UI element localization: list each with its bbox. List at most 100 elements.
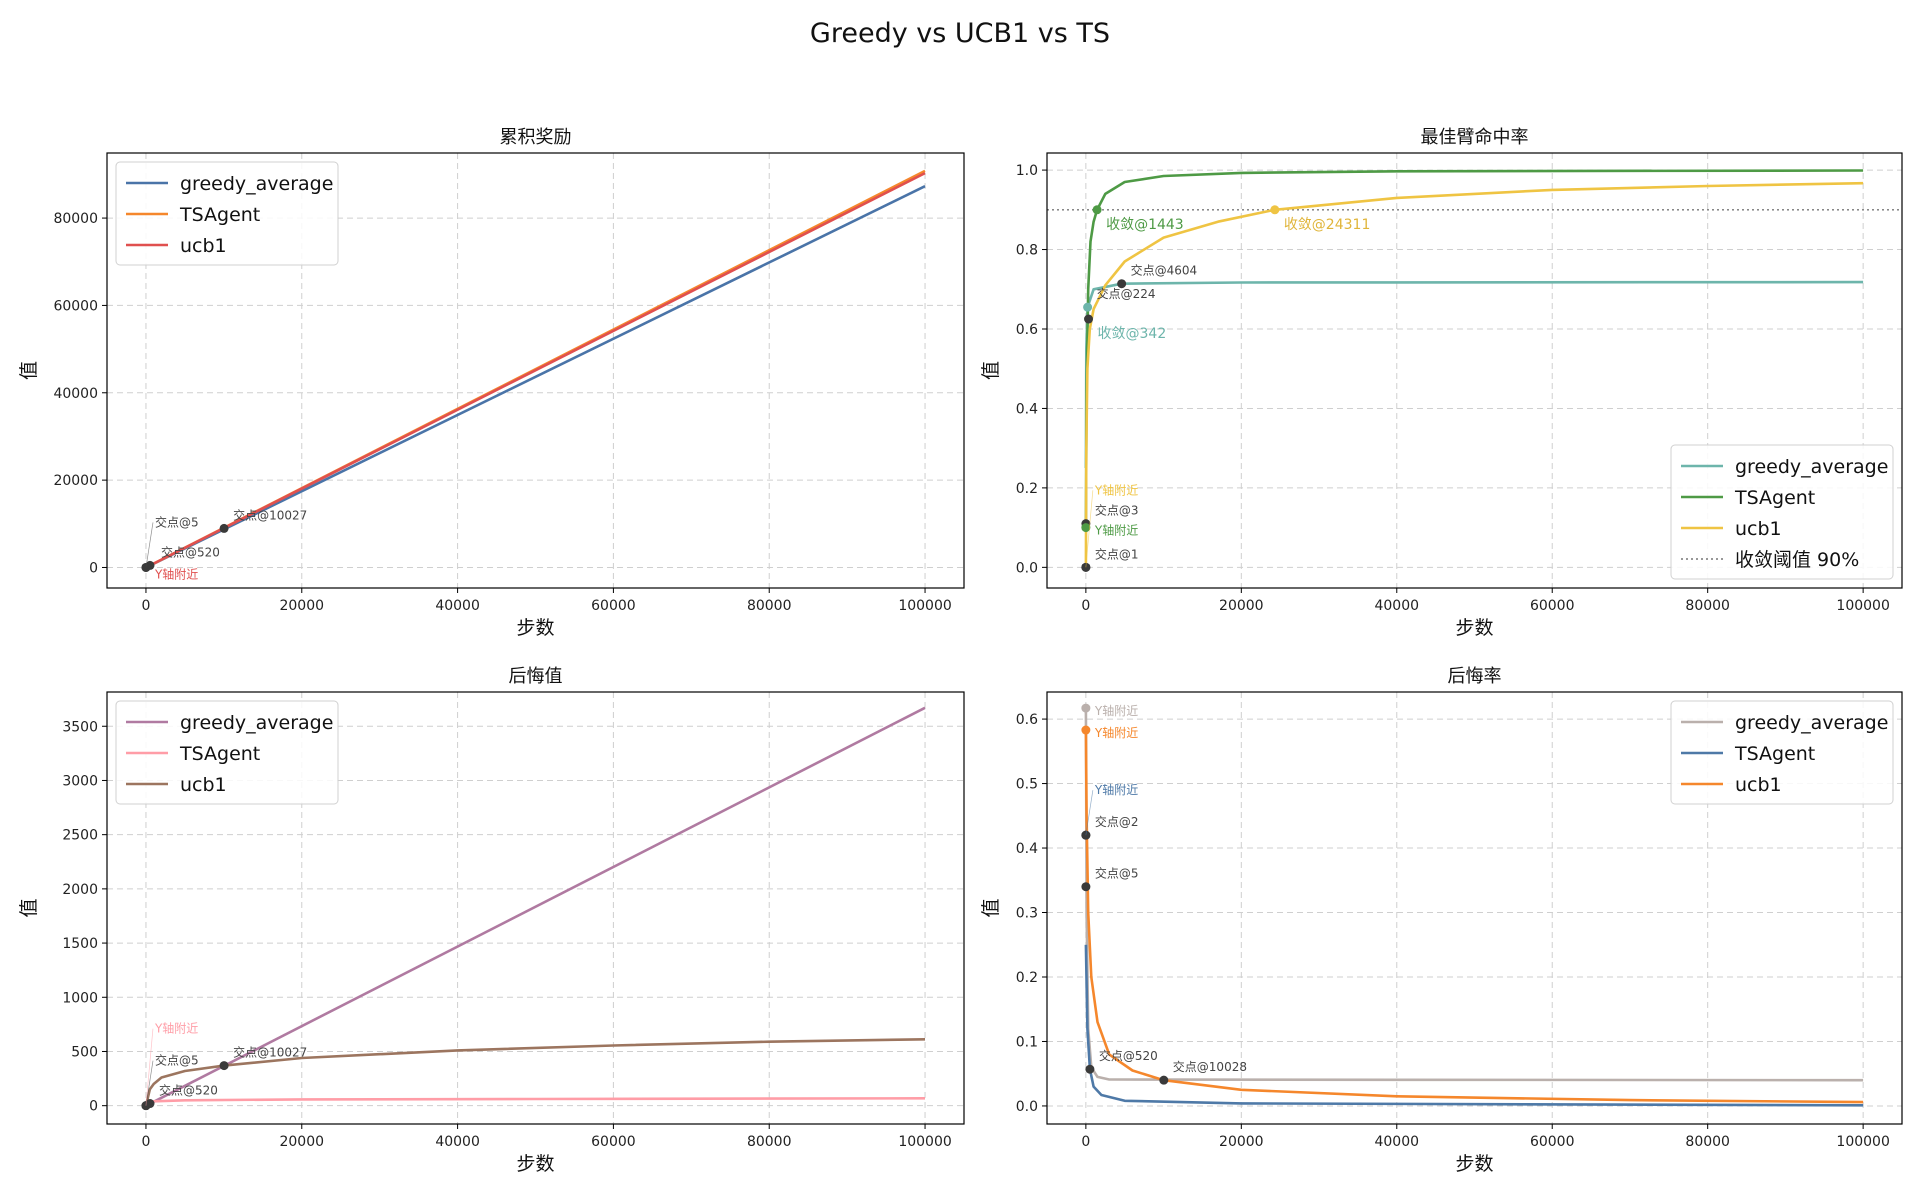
annotation-label: 交点@5 bbox=[1095, 866, 1139, 881]
legend-label: ucb1 bbox=[180, 235, 227, 257]
series-line-ucb1 bbox=[1084, 181, 1864, 568]
legend-box bbox=[115, 700, 339, 805]
y-tick-label: 80000 bbox=[53, 211, 98, 227]
annotation-label: Y轴附近 bbox=[1094, 523, 1138, 538]
annotation-leader bbox=[145, 1060, 154, 1106]
x-axis-label: 步数 bbox=[516, 1153, 554, 1175]
x-tick-label: 40000 bbox=[435, 598, 480, 614]
x-tick-label: 0 bbox=[141, 1134, 150, 1150]
x-tick-label: 100000 bbox=[898, 598, 951, 614]
x-tick-label: 20000 bbox=[1219, 598, 1264, 614]
y-tick-label: 0.1 bbox=[1016, 1034, 1038, 1050]
annotation-label: 交点@4604 bbox=[1131, 263, 1198, 278]
annotation-label: 交点@2 bbox=[1095, 814, 1139, 829]
annotations: 交点@10027 交点@520 交点@5 Y轴附近 bbox=[141, 1021, 307, 1111]
annotation-leader bbox=[1085, 490, 1094, 568]
annotation-label: 交点@3 bbox=[1095, 503, 1139, 518]
y-tick-label: 0.4 bbox=[1016, 841, 1038, 857]
annotations: 交点@10027 交点@520 交点@5 Y轴附近 bbox=[141, 507, 307, 581]
y-tick-label: 0.6 bbox=[1016, 322, 1038, 338]
annotation-label: Y轴附近 bbox=[1094, 782, 1138, 797]
y-tick-label: 1000 bbox=[62, 990, 98, 1006]
x-tick-label: 20000 bbox=[279, 1134, 324, 1150]
subplot-title: 后悔率 bbox=[1448, 666, 1502, 687]
legend-label: greedy_average bbox=[180, 173, 333, 195]
series-line-ucb1 bbox=[145, 171, 926, 569]
annotation-marker bbox=[1117, 279, 1127, 289]
annotation-label: 交点@10028 bbox=[1173, 1059, 1247, 1074]
annotation-label: 交点@520 bbox=[161, 544, 220, 559]
annotation-marker bbox=[219, 1061, 229, 1071]
annotation-label: Y轴附近 bbox=[154, 1021, 198, 1036]
annotation-leader bbox=[1085, 790, 1094, 836]
annotation-marker bbox=[1081, 725, 1091, 735]
x-tick-label: 0 bbox=[141, 598, 150, 614]
annotation-marker bbox=[141, 562, 151, 572]
annotation-leader bbox=[145, 522, 154, 568]
y-tick-label: 0.5 bbox=[1016, 777, 1038, 793]
annotation-label: 交点@5 bbox=[155, 514, 199, 529]
y-tick-label: 0.2 bbox=[1016, 481, 1038, 497]
legend-label: TSAgent bbox=[179, 204, 260, 226]
subplot-1: 0 20000 40000 60000 80000 100000 0 20000 40000 60… bbox=[18, 127, 965, 639]
legend-label: greedy_average bbox=[180, 712, 333, 734]
annotation-marker bbox=[1083, 302, 1093, 312]
axes-frame bbox=[106, 691, 965, 1125]
y-tick-label: 2500 bbox=[62, 828, 98, 844]
x-tick-label: 20000 bbox=[279, 598, 324, 614]
y-tick-label: 0.4 bbox=[1016, 401, 1038, 417]
y-axis-label: 值 bbox=[980, 361, 1002, 380]
legend: greedy_average TSAgent ucb1 bbox=[1670, 700, 1894, 805]
y-tick-label: 3000 bbox=[62, 773, 98, 789]
x-tick-label: 80000 bbox=[1685, 598, 1730, 614]
x-tick-label: 80000 bbox=[747, 1134, 792, 1150]
axes-frame bbox=[106, 152, 965, 589]
subplot-2: 0 20000 40000 60000 80000 100000 0.0 0.2 0.4 0.6 0… bbox=[980, 127, 1903, 639]
y-tick-label: 60000 bbox=[53, 298, 98, 314]
x-tick-label: 80000 bbox=[747, 598, 792, 614]
subplot-4: 0 20000 40000 60000 80000 100000 0.0 0.1 0.2 0.3 0… bbox=[980, 666, 1903, 1175]
legend-label: 收敛阈值 90% bbox=[1735, 549, 1859, 571]
annotation-label: 收敛@24311 bbox=[1284, 217, 1371, 233]
annotation-label: Y轴附近 bbox=[1094, 703, 1138, 718]
y-tick-label: 3500 bbox=[62, 719, 98, 735]
legend-label: ucb1 bbox=[1735, 518, 1782, 540]
annotation-marker bbox=[1270, 205, 1280, 215]
series-line-greedy_average bbox=[145, 706, 926, 1107]
subplot-title: 后悔值 bbox=[509, 666, 563, 687]
legend-label: greedy_average bbox=[1735, 456, 1888, 478]
x-tick-label: 60000 bbox=[591, 598, 636, 614]
y-tick-label: 0.3 bbox=[1016, 906, 1038, 922]
legend-label: TSAgent bbox=[1734, 487, 1815, 509]
axes-frame bbox=[1046, 691, 1903, 1125]
subplot-3: 0 20000 40000 60000 80000 100000 0 500 1000 1500 2… bbox=[18, 666, 965, 1175]
legend-label: ucb1 bbox=[1735, 774, 1782, 796]
x-tick-label: 20000 bbox=[1219, 1134, 1264, 1150]
y-tick-label: 0 bbox=[89, 1099, 98, 1115]
y-tick-label: 1500 bbox=[62, 936, 98, 952]
annotation-marker bbox=[1092, 205, 1102, 215]
subplot-title: 累积奖励 bbox=[500, 127, 572, 148]
annotation-label: 交点@224 bbox=[1097, 286, 1156, 301]
y-tick-label: 1.0 bbox=[1016, 163, 1038, 179]
annotation-label: 交点@1 bbox=[1095, 546, 1139, 561]
y-tick-label: 0.8 bbox=[1016, 243, 1038, 259]
x-tick-label: 40000 bbox=[435, 1134, 480, 1150]
y-axis-label: 值 bbox=[18, 898, 40, 917]
annotations: 收敛@1443 收敛@24311 交点@4604 交点@224 收敛@342 交点@3 Y轴… bbox=[1081, 205, 1370, 572]
figure-title: Greedy vs UCB1 vs TS bbox=[809, 18, 1111, 49]
y-tick-label: 40000 bbox=[53, 386, 98, 402]
y-tick-label: 2000 bbox=[62, 882, 98, 898]
x-tick-label: 40000 bbox=[1374, 1134, 1419, 1150]
legend: greedy_average TSAgent ucb1 bbox=[115, 700, 339, 805]
legend-box bbox=[115, 161, 339, 266]
annotation-label: 收敛@1443 bbox=[1106, 217, 1184, 233]
annotation-marker bbox=[1081, 882, 1091, 892]
series-line-greedy_average bbox=[1084, 280, 1864, 469]
x-tick-label: 0 bbox=[1081, 1134, 1090, 1150]
annotation-leader bbox=[145, 1028, 154, 1106]
y-tick-label: 0 bbox=[89, 560, 98, 576]
annotation-label: 交点@520 bbox=[1099, 1048, 1158, 1063]
